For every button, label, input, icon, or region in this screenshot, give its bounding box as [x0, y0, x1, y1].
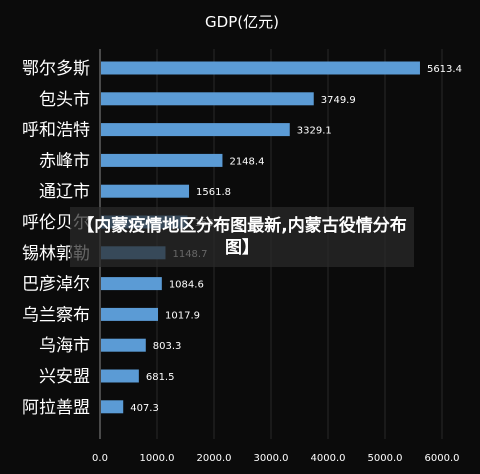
- category-label: 呼和浩特: [22, 121, 90, 141]
- value-label: 2148.4: [229, 156, 264, 167]
- bar: [101, 400, 124, 414]
- value-label: 1561.8: [196, 187, 231, 198]
- bar: [101, 92, 314, 106]
- category-label: 乌兰察布: [22, 305, 90, 325]
- value-label: 3329.1: [297, 126, 332, 137]
- category-label: 包头市: [39, 90, 90, 110]
- bar: [101, 338, 146, 352]
- category-label: 巴彦淖尔: [22, 275, 90, 295]
- x-tick-label: 6000.0: [425, 453, 460, 464]
- value-label: 803.3: [153, 341, 182, 352]
- category-labels: 鄂尔多斯包头市呼和浩特赤峰市通辽市呼伦贝尔锡林郭勒巴彦淖尔乌兰察布乌海市兴安盟阿…: [22, 59, 90, 418]
- value-label: 681.5: [146, 372, 175, 383]
- value-label: 1017.9: [165, 310, 200, 321]
- x-tick-label: 0.0: [92, 453, 108, 464]
- bar: [101, 277, 162, 291]
- bar: [101, 153, 223, 167]
- chart-title: GDP(亿元): [205, 13, 279, 31]
- bar: [101, 369, 139, 383]
- category-label: 乌海市: [39, 336, 90, 356]
- bar: [101, 307, 159, 321]
- category-label: 鄂尔多斯: [22, 59, 90, 79]
- category-label: 兴安盟: [39, 367, 90, 387]
- bar: [101, 61, 420, 75]
- x-tick-labels: 0.0 1000.0 2000.0 3000.0 4000.0 5000.0 6000.0: [92, 453, 459, 464]
- overlay-text: 【内蒙疫情地区分布图最新,内蒙古役情分布图】: [77, 216, 407, 258]
- category-label: 赤峰市: [39, 151, 90, 171]
- value-label: 5613.4: [427, 64, 462, 75]
- x-tick-label: 2000.0: [197, 453, 232, 464]
- value-label: 3749.9: [321, 95, 356, 106]
- x-tick-label: 5000.0: [368, 453, 403, 464]
- value-label: 1084.6: [169, 280, 204, 291]
- category-label: 阿拉善盟: [22, 398, 90, 418]
- bar: [101, 184, 190, 198]
- title-overlay-banner: 【内蒙疫情地区分布图最新,内蒙古役情分布图】: [70, 207, 414, 267]
- value-label: 407.3: [130, 403, 159, 414]
- bar: [101, 123, 290, 137]
- x-tick-label: 4000.0: [311, 453, 346, 464]
- category-label: 通辽市: [39, 182, 90, 202]
- x-tick-label: 3000.0: [254, 453, 289, 464]
- x-tick-label: 1000.0: [140, 453, 175, 464]
